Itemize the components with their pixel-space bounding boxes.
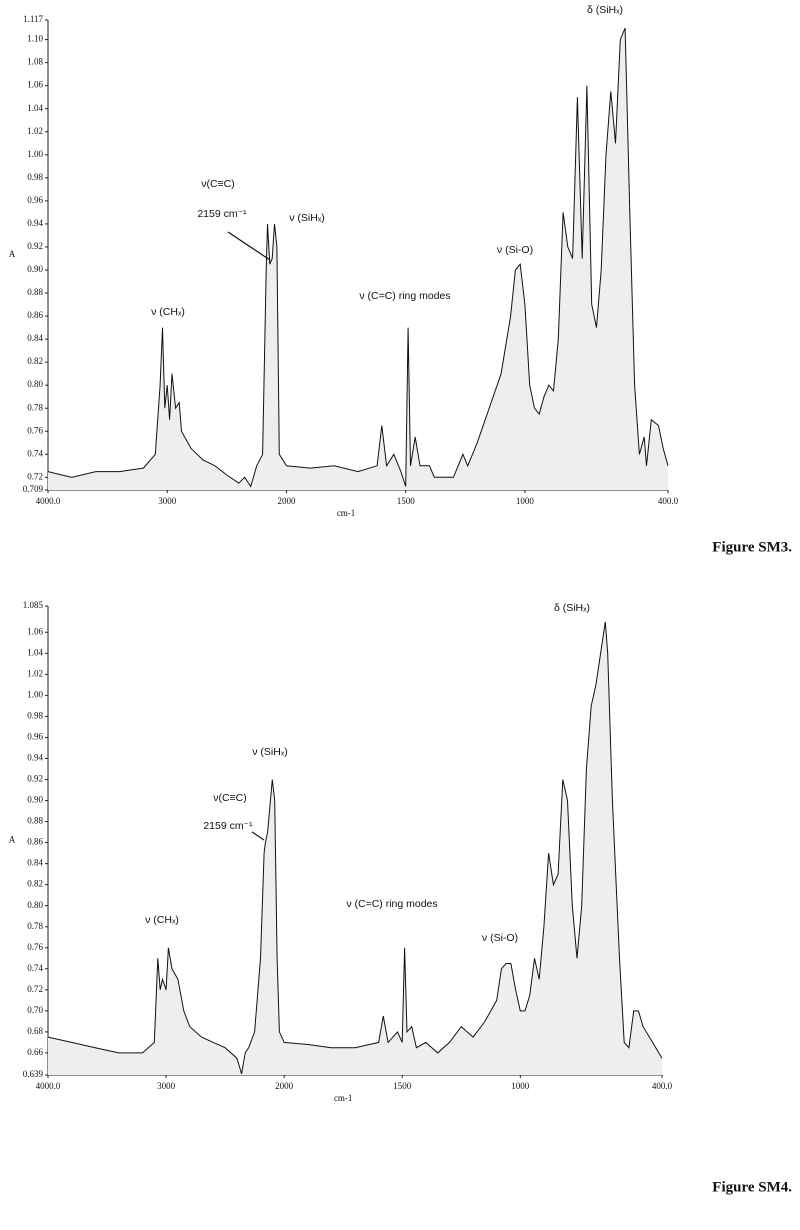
y-tick-label: 1.00 <box>27 689 43 699</box>
y-tick-label: 0.68 <box>27 1026 43 1036</box>
annotation-arrow <box>251 831 265 841</box>
annotation: ν(C≡C) <box>201 178 235 190</box>
spectrum-fill <box>48 28 668 490</box>
y-tick-label: 1.00 <box>27 149 43 159</box>
y-tick-label: 0.84 <box>27 333 43 343</box>
annotation: ν (C=C) ring modes <box>359 290 450 302</box>
y-tick-label: 0.88 <box>27 287 43 297</box>
y-tick-label: 1.06 <box>27 626 43 636</box>
x-axis-label: cm-1 <box>337 508 356 518</box>
y-tick-label: 0.70 <box>27 1005 43 1015</box>
annotation: 2159 cm⁻¹ <box>203 820 253 832</box>
y-tick-label: 0.90 <box>27 264 43 274</box>
x-tick-label: 3000 <box>157 1081 176 1091</box>
y-tick-label: 1.085 <box>23 600 44 610</box>
annotation: ν (C=C) ring modes <box>346 898 437 910</box>
y-tick-label: 0.88 <box>27 816 43 826</box>
y-tick-label: 0.76 <box>27 425 43 435</box>
y-tick-label: 1.08 <box>27 57 43 67</box>
y-tick-label: 0.98 <box>27 172 43 182</box>
annotation-arrow <box>227 231 271 261</box>
y-tick-label: 0.96 <box>27 732 43 742</box>
spectrum-line <box>47 27 669 488</box>
x-tick-label: 400.0 <box>652 1081 673 1091</box>
y-tick-label: 0.90 <box>27 795 43 805</box>
y-tick-label: 1.117 <box>23 14 43 24</box>
y-tick-label: 0.78 <box>27 921 43 931</box>
y-tick-label: 1.02 <box>27 126 43 136</box>
figure-caption: Figure SM3. <box>712 539 792 555</box>
y-tick-label: 1.02 <box>27 668 43 678</box>
spectrum-fill <box>48 621 662 1075</box>
y-tick-label: 0.92 <box>27 774 43 784</box>
y-tick-label: 0.74 <box>27 448 43 458</box>
y-tick-label: 0.92 <box>27 241 43 251</box>
y-tick-label: 0.82 <box>27 879 43 889</box>
x-tick-label: 1000 <box>511 1081 530 1091</box>
annotation: δ (SiHₓ) <box>587 4 623 16</box>
annotation: ν (Si-O) <box>497 244 533 256</box>
y-tick-label: 0.80 <box>27 379 43 389</box>
annotation: ν (Si-O) <box>482 932 518 944</box>
x-tick-label: 1500 <box>393 1081 412 1091</box>
annotation: ν (CHₓ) <box>151 306 185 318</box>
y-tick-label: 0.72 <box>27 471 43 481</box>
x-tick-label: 400.0 <box>658 496 679 506</box>
y-tick-label: 1.04 <box>27 103 43 113</box>
x-tick-label: 1000 <box>516 496 535 506</box>
y-tick-label: 0.84 <box>27 858 43 868</box>
spectrum-line <box>47 621 663 1075</box>
y-tick-label: 0.72 <box>27 984 43 994</box>
annotation: ν(C≡C) <box>213 792 247 804</box>
y-tick-label: 0.98 <box>27 710 43 720</box>
y-tick-label: 0.94 <box>27 753 43 763</box>
y-tick-label: 0.78 <box>27 402 43 412</box>
x-tick-label: 4000.0 <box>36 1081 61 1091</box>
x-tick-label: 3000 <box>158 496 177 506</box>
y-tick-label: 0.80 <box>27 900 43 910</box>
y-tick-label: 0.74 <box>27 963 43 973</box>
y-tick-label: 0.66 <box>27 1047 43 1057</box>
annotation: ν (SiHₓ) <box>289 212 325 224</box>
y-tick-label: 0.86 <box>27 310 43 320</box>
x-tick-label: 2000 <box>277 496 296 506</box>
y-tick-label: 0.76 <box>27 942 43 952</box>
y-tick-label: 1.04 <box>27 647 43 657</box>
x-tick-label: 4000.0 <box>36 496 61 506</box>
y-tick-label: 0.94 <box>27 218 43 228</box>
y-tick-label: 0.96 <box>27 195 43 205</box>
x-tick-label: 2000 <box>275 1081 294 1091</box>
annotation: 2159 cm⁻¹ <box>197 208 247 220</box>
annotation: ν (CHₓ) <box>145 914 179 926</box>
y-tick-label: 1.06 <box>27 80 43 90</box>
y-axis-label: A <box>9 249 16 259</box>
figure-caption: Figure SM4. <box>712 1179 792 1195</box>
y-axis-label: A <box>9 835 16 845</box>
x-tick-label: 1500 <box>397 496 416 506</box>
y-tick-label: 1.10 <box>27 34 43 44</box>
annotation: ν (SiHₓ) <box>252 746 288 758</box>
y-tick-label: 0.709 <box>23 484 44 494</box>
y-tick-label: 0.82 <box>27 356 43 366</box>
y-tick-label: 0.86 <box>27 837 43 847</box>
annotation: δ (SiHₓ) <box>554 602 590 614</box>
x-axis-label: cm-1 <box>334 1093 353 1103</box>
y-tick-label: 0.639 <box>23 1069 44 1079</box>
